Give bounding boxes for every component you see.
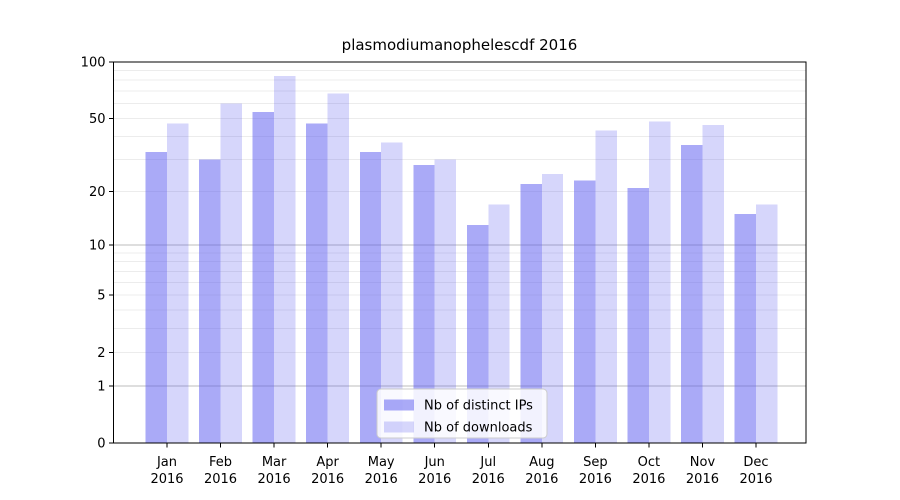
legend-swatch-nb-of-distinct-ips [384, 399, 414, 411]
bar-nb-of-downloads-apr [327, 93, 350, 444]
bar-nb-of-distinct-ips-oct [627, 187, 649, 443]
x-tick-label-aug: Aug 2016 [525, 455, 558, 487]
bar-nb-of-distinct-ips-dec [734, 214, 756, 443]
x-tick-label-jul: Jul 2016 [472, 455, 505, 487]
x-tick-label-jan: Jan 2016 [150, 455, 183, 487]
y-tick-label-50: 50 [89, 112, 106, 127]
bar-nb-of-distinct-ips-jun [413, 165, 435, 443]
x-tick-label-feb: Feb 2016 [204, 455, 237, 487]
x-tick-label-dec: Dec 2016 [739, 455, 772, 487]
chart-title: plasmodiumanophelescdf 2016 [341, 36, 578, 54]
x-tick-label-apr: Apr 2016 [311, 455, 344, 487]
bar-nb-of-distinct-ips-sep [573, 180, 596, 443]
bar-nb-of-downloads-sep [595, 130, 617, 443]
bar-nb-of-distinct-ips-mar [252, 112, 275, 443]
bar-nb-of-downloads-jun [434, 159, 457, 444]
y-tick-label-5: 5 [97, 289, 105, 304]
legend-label-nb-of-distinct-ips: Nb of distinct IPs [424, 399, 533, 414]
x-tick-label-oct: Oct 2016 [632, 455, 665, 487]
x-tick-label-sep: Sep 2016 [579, 455, 612, 487]
bar-nb-of-distinct-ips-aug [520, 184, 542, 443]
bar-nb-of-downloads-feb [220, 103, 242, 444]
x-tick-label-mar: Mar 2016 [258, 455, 291, 487]
bar-nb-of-distinct-ips-apr [306, 123, 328, 444]
legend-box [376, 388, 548, 439]
plot-border [113, 61, 807, 444]
x-tick-label-nov: Nov 2016 [686, 455, 719, 487]
y-tick-label-10: 10 [89, 239, 106, 254]
bar-nb-of-downloads-nov [702, 125, 724, 443]
x-tick-label-may: May 2016 [365, 455, 398, 487]
y-tick-label-2: 2 [97, 346, 105, 361]
bar-nb-of-downloads-jul [488, 204, 510, 443]
bar-nb-of-downloads-may [381, 142, 403, 443]
bar-nb-of-distinct-ips-feb [199, 159, 221, 444]
x-tick-label-jun: Jun 2016 [418, 455, 451, 487]
bar-nb-of-downloads-dec [756, 204, 778, 443]
bar-nb-of-distinct-ips-nov [681, 144, 703, 443]
bar-nb-of-downloads-mar [274, 76, 296, 443]
bar-nb-of-distinct-ips-may [359, 151, 382, 444]
bar-nb-of-downloads-aug [541, 174, 564, 443]
legend-swatch-nb-of-downloads [384, 421, 414, 433]
y-tick-label-0: 0 [97, 437, 105, 452]
legend-label-nb-of-downloads: Nb of downloads [424, 421, 533, 436]
bar-nb-of-distinct-ips-jan [145, 151, 167, 444]
bar-nb-of-downloads-oct [648, 121, 671, 443]
bar-nb-of-downloads-jan [167, 123, 189, 444]
y-tick-label-100: 100 [81, 56, 106, 71]
y-tick-label-1: 1 [97, 379, 105, 394]
y-tick-label-20: 20 [89, 185, 106, 200]
